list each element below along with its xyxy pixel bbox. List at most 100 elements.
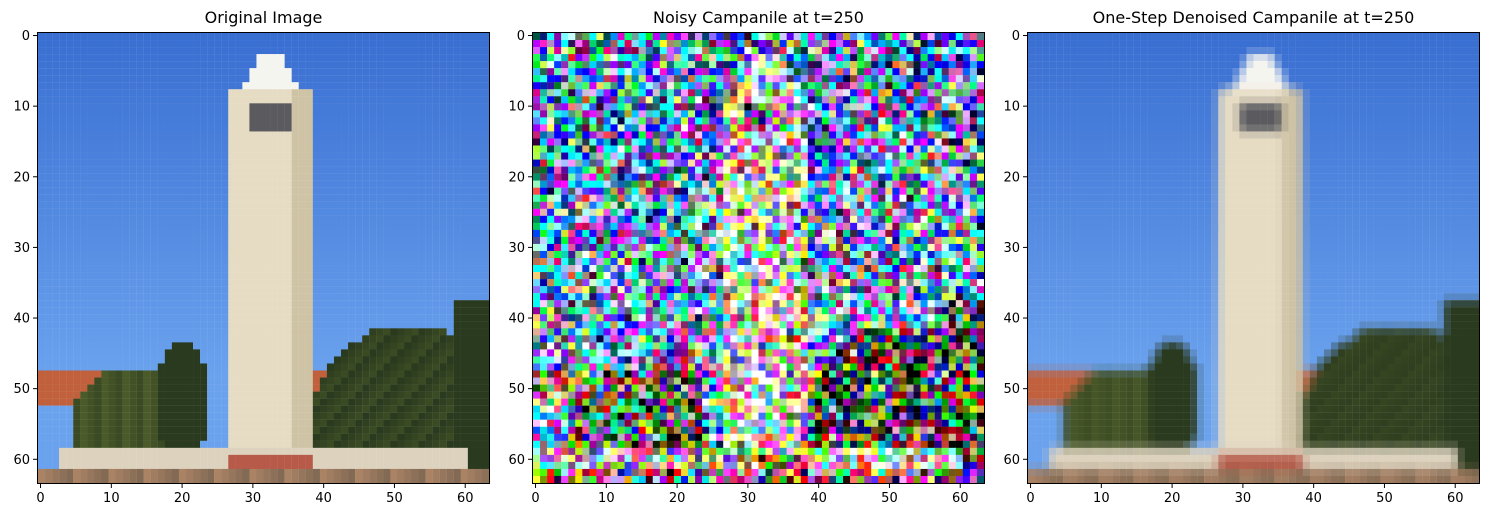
pixel bbox=[108, 454, 116, 463]
pixel bbox=[122, 131, 130, 139]
pixel bbox=[129, 447, 137, 456]
pixel bbox=[561, 47, 569, 55]
pixel bbox=[242, 103, 250, 111]
pixel bbox=[150, 412, 158, 420]
pixel bbox=[157, 152, 165, 160]
pixel bbox=[376, 173, 384, 181]
pixel bbox=[913, 117, 921, 125]
pixel bbox=[157, 180, 165, 188]
pixel bbox=[193, 384, 201, 392]
pixel bbox=[305, 187, 313, 195]
pixel bbox=[376, 454, 384, 463]
pixel bbox=[927, 40, 935, 48]
pixel bbox=[249, 229, 257, 238]
pixel bbox=[87, 461, 95, 470]
pixel bbox=[362, 33, 370, 41]
pixel bbox=[737, 68, 745, 76]
pixel bbox=[326, 145, 335, 153]
pixel bbox=[207, 426, 215, 434]
pixel bbox=[411, 40, 419, 48]
pixel bbox=[362, 321, 370, 329]
pixel bbox=[326, 286, 335, 294]
pixel bbox=[136, 377, 144, 385]
pixel bbox=[460, 40, 469, 48]
pixel bbox=[702, 82, 710, 90]
pixel bbox=[52, 321, 60, 329]
pixel bbox=[136, 222, 144, 231]
pixel bbox=[369, 131, 377, 139]
pixel bbox=[688, 75, 696, 83]
pixel bbox=[263, 461, 271, 470]
pixel bbox=[446, 145, 454, 153]
pixel bbox=[242, 349, 250, 357]
pixel bbox=[610, 47, 618, 55]
pixel bbox=[716, 124, 724, 132]
pixel bbox=[432, 440, 440, 448]
pixel bbox=[59, 68, 67, 76]
pixel bbox=[122, 75, 130, 83]
pixel bbox=[800, 89, 808, 97]
pixel bbox=[59, 321, 67, 329]
noisy-campanile-image bbox=[533, 33, 984, 483]
pixel bbox=[200, 54, 208, 62]
pixel bbox=[319, 145, 328, 153]
pixel bbox=[807, 96, 816, 104]
pixel bbox=[481, 117, 489, 125]
pixel bbox=[899, 117, 907, 125]
pixel bbox=[94, 243, 102, 252]
pixel bbox=[207, 279, 215, 287]
pixel bbox=[899, 110, 907, 118]
pixel bbox=[221, 243, 229, 252]
pixel bbox=[376, 391, 384, 399]
pixel bbox=[52, 173, 60, 181]
pixel bbox=[242, 293, 250, 301]
pixel bbox=[348, 117, 356, 125]
pixel bbox=[439, 377, 447, 385]
pixel bbox=[291, 370, 299, 378]
pixel bbox=[298, 236, 306, 245]
pixel bbox=[474, 75, 483, 83]
pixel bbox=[453, 349, 461, 357]
pixel bbox=[418, 272, 426, 280]
pixel bbox=[481, 47, 489, 55]
pixel bbox=[474, 349, 483, 357]
pixel bbox=[171, 117, 180, 125]
pixel bbox=[948, 110, 956, 118]
pixel bbox=[291, 47, 299, 55]
pixel bbox=[73, 279, 81, 287]
pixel bbox=[207, 40, 215, 48]
pixel bbox=[150, 272, 158, 280]
pixel bbox=[221, 173, 229, 181]
pixel bbox=[94, 159, 102, 167]
pixel bbox=[73, 461, 81, 470]
pixel bbox=[460, 300, 469, 308]
pixel bbox=[143, 356, 151, 364]
pixel bbox=[348, 398, 356, 406]
pixel bbox=[645, 89, 653, 97]
pixel bbox=[333, 321, 342, 329]
pixel bbox=[390, 243, 398, 252]
pixel bbox=[45, 138, 53, 146]
pixel bbox=[164, 314, 173, 322]
pixel bbox=[38, 349, 46, 357]
pixel bbox=[291, 173, 299, 181]
pixel bbox=[249, 166, 257, 174]
pixel bbox=[341, 440, 349, 448]
pixel bbox=[129, 335, 137, 343]
pixel bbox=[362, 201, 370, 209]
pixel bbox=[52, 215, 60, 223]
pixel bbox=[418, 47, 426, 55]
pixel bbox=[673, 33, 682, 41]
pixel bbox=[319, 342, 328, 350]
pixel bbox=[256, 152, 264, 160]
pixel bbox=[207, 447, 215, 456]
pixel bbox=[737, 47, 745, 55]
pixel bbox=[136, 138, 144, 146]
pixel bbox=[730, 117, 738, 125]
pixel bbox=[45, 75, 53, 83]
pixel bbox=[418, 117, 426, 125]
pixel bbox=[38, 398, 46, 406]
pixel bbox=[312, 229, 321, 238]
pixel bbox=[645, 96, 653, 104]
pixel bbox=[157, 103, 165, 111]
